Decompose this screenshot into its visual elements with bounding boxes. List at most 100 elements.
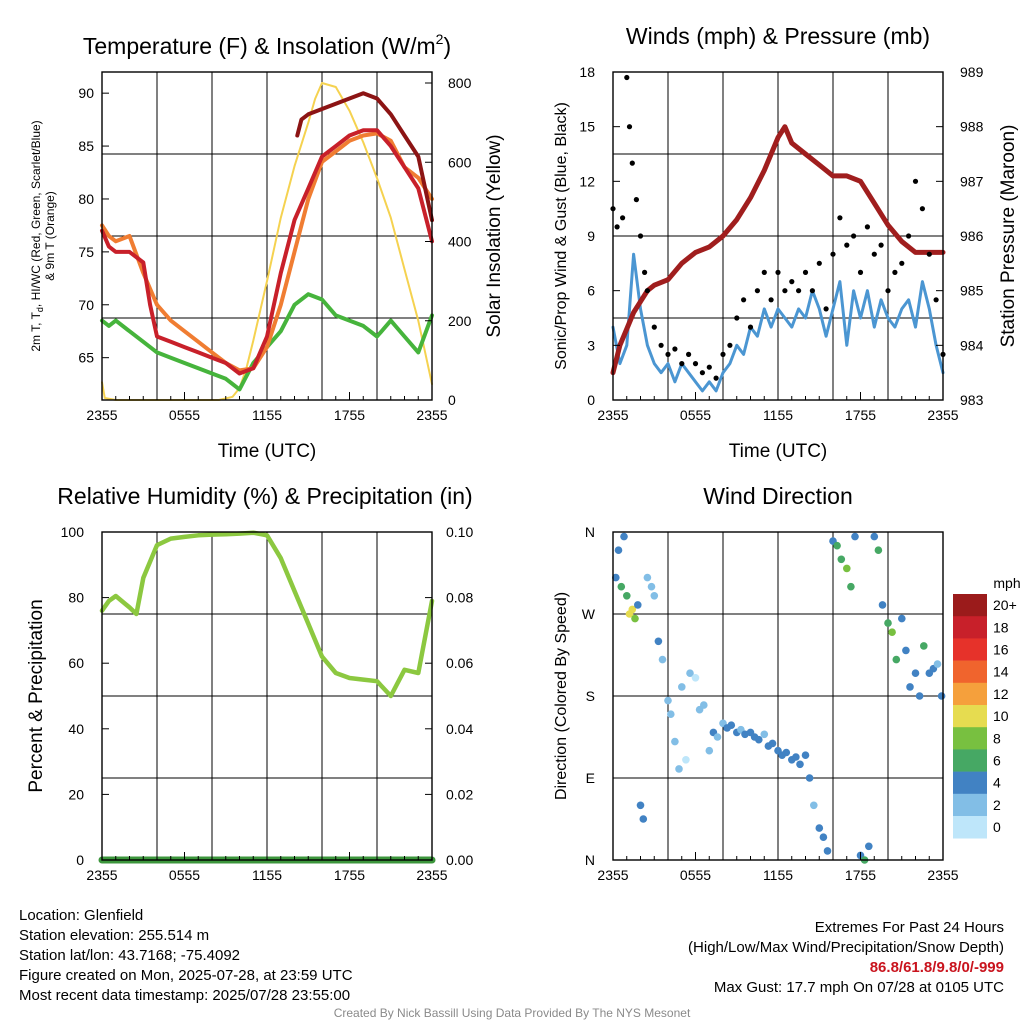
dir-point (639, 815, 648, 823)
wind-gust-point (699, 370, 706, 376)
wind-y2tick-label: 986 (960, 228, 984, 244)
dir-ytick-label: W (582, 606, 596, 622)
wind-y2tick-label: 983 (960, 392, 984, 408)
wind-gust-point (761, 269, 767, 275)
dir-ytick-label: N (585, 852, 595, 868)
wind-gust-point (809, 288, 816, 294)
speed-legend-label: 4 (993, 775, 1001, 791)
temp-ytick-label: 80 (78, 191, 94, 207)
dir-point (667, 710, 675, 718)
dir-point (851, 532, 859, 541)
wind-gust-point (796, 288, 802, 294)
dir-point (920, 642, 928, 650)
rh-ytick-label: 0 (76, 852, 84, 868)
temp-xtick-label: 2355 (416, 407, 447, 423)
temp-y2tick-label: 200 (448, 313, 472, 329)
wind-gust-point (614, 224, 620, 230)
wind-y2tick-label: 985 (960, 283, 984, 299)
wind-gust-point (878, 242, 884, 248)
elevation-text: Station elevation: 255.514 m (19, 927, 210, 944)
temp-ytick-label: 70 (78, 297, 94, 313)
dir-point (760, 730, 769, 739)
wind-ytick-label: 18 (579, 64, 595, 80)
dir-xtick-label: 0555 (680, 867, 711, 883)
wind-gust-point (665, 351, 671, 357)
rh-xtick-label: 2355 (416, 867, 447, 883)
rh-xtick-label: 1755 (334, 867, 365, 883)
wind-gust-point (823, 306, 829, 312)
dir-point (819, 833, 828, 841)
wind-gust-point (692, 361, 699, 367)
dir-point (884, 619, 892, 627)
dir-point (801, 751, 810, 759)
speed-legend-swatch (953, 594, 987, 617)
dir-point (782, 748, 791, 757)
dir-point (837, 555, 846, 564)
dir-point (810, 801, 818, 810)
dir-point (915, 692, 924, 700)
temp-ylabel-part-c: , HI/WC (Red, Green, Scarlet/Blue) (29, 120, 43, 307)
recent-data-text: Most recent data timestamp: 2025/07/28 2… (19, 987, 351, 1004)
dir-point (647, 582, 656, 591)
dir-point (815, 824, 824, 832)
dir-point (768, 739, 777, 748)
humidity-precip-panel: 1008060402000.100.080.060.040.020.002355… (26, 483, 473, 883)
wind-gust-point (816, 260, 822, 266)
wind-gust-point (802, 269, 809, 275)
wind-gust-point (633, 197, 640, 203)
dir-xtick-label: 1755 (845, 867, 876, 883)
wind-gust-point (629, 160, 635, 166)
rh-y2tick-label: 0.02 (446, 786, 473, 802)
speed-legend-label: 12 (993, 686, 1009, 702)
wind-gust-point (741, 297, 747, 303)
wind-gust-point (747, 324, 754, 330)
created-text: Figure created on Mon, 2025-07-28, at 23… (19, 967, 353, 984)
wind-gust-point (844, 242, 850, 248)
max-gust-text: Max Gust: 17.7 mph On 07/28 at 0105 UTC (713, 979, 1004, 996)
wind-y2tick-label: 988 (960, 119, 984, 135)
wind-xtick-label: 1155 (763, 407, 793, 423)
dir-point (727, 721, 736, 729)
dir-point (847, 582, 855, 591)
dir-point (792, 753, 800, 761)
dir-point (623, 592, 631, 600)
wind-gust-point (637, 233, 644, 239)
wind-gust-point (706, 364, 712, 370)
dir-ytick-label: E (586, 770, 595, 786)
wind-ylabel-right: Station Pressure (Maroon) (998, 125, 1019, 348)
dir-point (691, 674, 700, 682)
dir-point (833, 541, 841, 550)
wind-gust-point (713, 375, 719, 381)
speed-legend-label: 18 (993, 619, 1009, 635)
wind-gust-point (658, 342, 664, 348)
dir-point (878, 601, 887, 609)
temp-y2tick-label: 600 (448, 154, 472, 170)
wind-gust-point (727, 342, 733, 348)
wind-y2tick-label: 989 (960, 64, 984, 80)
dir-point (654, 637, 663, 646)
extremes-subtitle: (High/Low/Max Wind/Precipitation/Snow De… (688, 939, 1004, 956)
extremes-title: Extremes For Past 24 Hours (814, 919, 1004, 936)
speed-legend-swatch (953, 638, 987, 661)
temp-ylabel-line2: & 9m T (Orange) (43, 191, 57, 281)
dir-point (643, 573, 652, 582)
extremes-info: Extremes For Past 24 Hours (High/Low/Max… (688, 918, 1004, 998)
dir-point (713, 733, 722, 741)
rh-ytick-label: 20 (68, 786, 84, 802)
dir-point (634, 601, 642, 609)
temp-y2tick-label: 0 (448, 392, 456, 408)
location-text: Location: Glenfield (19, 907, 144, 924)
dir-point (678, 683, 686, 691)
rh-y2tick-label: 0.00 (446, 852, 473, 868)
dir-point (755, 735, 763, 744)
dir-point (617, 582, 626, 591)
extremes-values: 86.8/61.8/9.8/0/-999 (869, 959, 1004, 976)
rh-xtick-label: 2355 (86, 867, 117, 883)
speed-legend-label: 6 (993, 753, 1001, 769)
wind-gust-point (642, 269, 648, 275)
wind-y2tick-label: 984 (960, 337, 984, 353)
wind-gust-point (864, 224, 871, 230)
wind-gust-point (782, 288, 788, 294)
